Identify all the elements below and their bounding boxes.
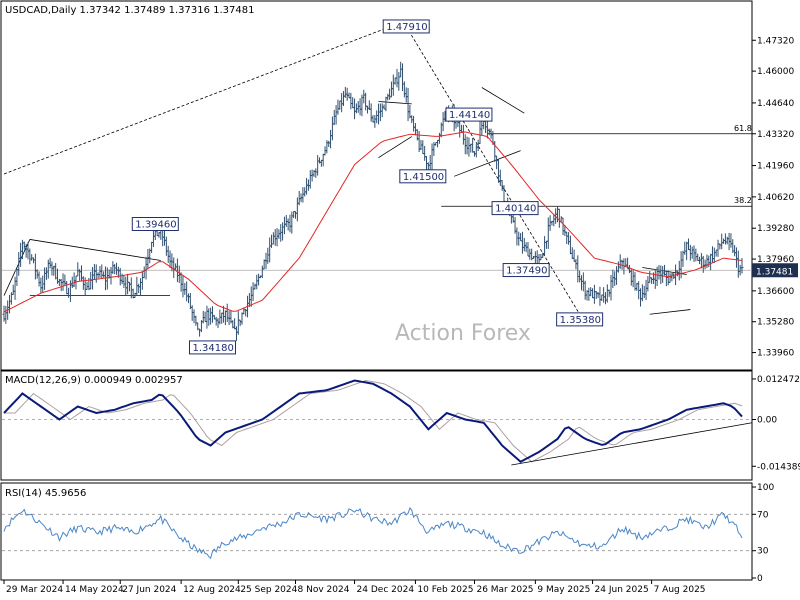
price-label: 1.37490 <box>502 263 550 278</box>
x-tick-label: 27 Jun 2024 <box>122 585 176 595</box>
price-tick-label: 1.41960 <box>757 162 794 172</box>
fib-level-label: 38.2 <box>734 196 752 205</box>
price-tick-label: 1.40620 <box>757 193 794 203</box>
price-tick-label: 1.35280 <box>757 318 794 328</box>
rsi-layer: 100 70 30 0 <box>2 483 774 584</box>
rsi-tick-label: 30 <box>757 547 769 557</box>
x-tick-label: 29 Mar 2024 <box>6 585 63 595</box>
rsi-panel-frame <box>0 482 753 581</box>
price-label: 1.44140 <box>445 107 493 122</box>
price-label: 1.41500 <box>399 169 447 184</box>
price-tick-label: 1.44640 <box>757 99 794 109</box>
rsi-tick-label: 0 <box>757 574 763 584</box>
x-tick-label: 12 Aug 2024 <box>183 585 241 595</box>
flag-upper-line <box>378 101 412 105</box>
flag-lower-line <box>378 136 412 158</box>
macd-trendline <box>511 422 753 466</box>
price-label: 1.39460 <box>131 217 179 231</box>
price-panel-header: USDCAD,Daily 1.37342 1.37489 1.37316 1.3… <box>5 5 255 16</box>
svg-text:1.47910: 1.47910 <box>386 22 427 33</box>
x-tick-label: 8 Nov 2024 <box>298 585 350 595</box>
moving-average <box>3 131 743 313</box>
x-tick-label: 9 May 2025 <box>537 585 590 595</box>
last-price-value: 1.37481 <box>756 267 793 277</box>
triangle-lower-line <box>649 309 691 315</box>
price-label: 1.34180 <box>188 340 236 355</box>
x-tick-label: 24 Jun 2025 <box>595 585 649 595</box>
macd-tick-label: -0.014389 <box>757 462 800 472</box>
macd-line <box>3 379 743 464</box>
macd-tick-label: 0.00 <box>757 416 777 426</box>
price-label: 1.35380 <box>556 312 604 327</box>
price-tick-label: 1.36600 <box>757 287 794 297</box>
triangle-lower-line <box>454 150 521 177</box>
macd-panel-header: MACD(12,26,9) 0.000949 0.002957 <box>5 375 183 386</box>
x-tick-label: 7 Aug 2025 <box>654 585 706 595</box>
rsi-line <box>3 507 743 560</box>
svg-text:1.40140: 1.40140 <box>495 204 536 215</box>
macd-tick-label: 0.012472 <box>757 375 800 385</box>
svg-text:1.39460: 1.39460 <box>135 220 176 231</box>
rsi-tick-label: 70 <box>757 510 769 520</box>
rsi-tick-label: 100 <box>757 483 774 493</box>
price-bar <box>740 258 744 274</box>
price-bars <box>2 61 744 342</box>
price-tick-label: 1.33960 <box>757 349 794 359</box>
last-price-tag <box>752 263 798 278</box>
x-tick-label: 26 Mar 2025 <box>476 585 533 595</box>
svg-text:1.41500: 1.41500 <box>403 172 444 183</box>
macd-signal-line <box>4 379 743 463</box>
price-axis: 1.47320 1.46000 1.44640 1.43320 1.41960 1.406… <box>752 36 798 359</box>
fib-level-label: 61.8 <box>734 124 752 133</box>
price-tick-label: 1.39280 <box>757 224 794 234</box>
price-tick-label: 1.37960 <box>757 255 794 265</box>
dashed-trendline <box>3 21 403 175</box>
rsi-panel-header: RSI(14) 45.9656 <box>5 488 86 499</box>
triangle-upper-line <box>481 87 525 114</box>
macd-panel-frame <box>0 370 753 481</box>
dashed-trendline <box>405 26 580 315</box>
macd-layer: 0.012472 0.00 -0.014389 <box>2 375 800 472</box>
x-tick-label: 14 May 2024 <box>65 585 124 595</box>
x-tick-label: 10 Feb 2025 <box>417 585 473 595</box>
price-label: 1.47910 <box>382 19 430 34</box>
svg-text:1.34180: 1.34180 <box>192 343 233 354</box>
price-annotations: 1.47910 1.44140 1.41500 1.39460 1.40140 1.374… <box>131 19 604 355</box>
triangle-left-line <box>3 239 31 296</box>
price-tick-label: 1.43320 <box>757 130 794 140</box>
svg-text:1.37490: 1.37490 <box>506 266 547 277</box>
price-panel-frame <box>0 0 753 371</box>
x-tick-label: 25 Sep 2024 <box>240 585 297 595</box>
price-label: 1.40140 <box>491 201 539 216</box>
triangle-upper-line <box>29 239 161 261</box>
watermark: Action Forex <box>395 321 531 346</box>
price-tick-label: 1.47320 <box>757 36 794 46</box>
moving-average-line <box>3 131 743 313</box>
svg-text:1.35380: 1.35380 <box>560 315 601 326</box>
price-tick-label: 1.46000 <box>757 67 794 77</box>
x-tick-label: 24 Dec 2024 <box>357 585 415 595</box>
svg-text:1.44140: 1.44140 <box>449 110 490 121</box>
